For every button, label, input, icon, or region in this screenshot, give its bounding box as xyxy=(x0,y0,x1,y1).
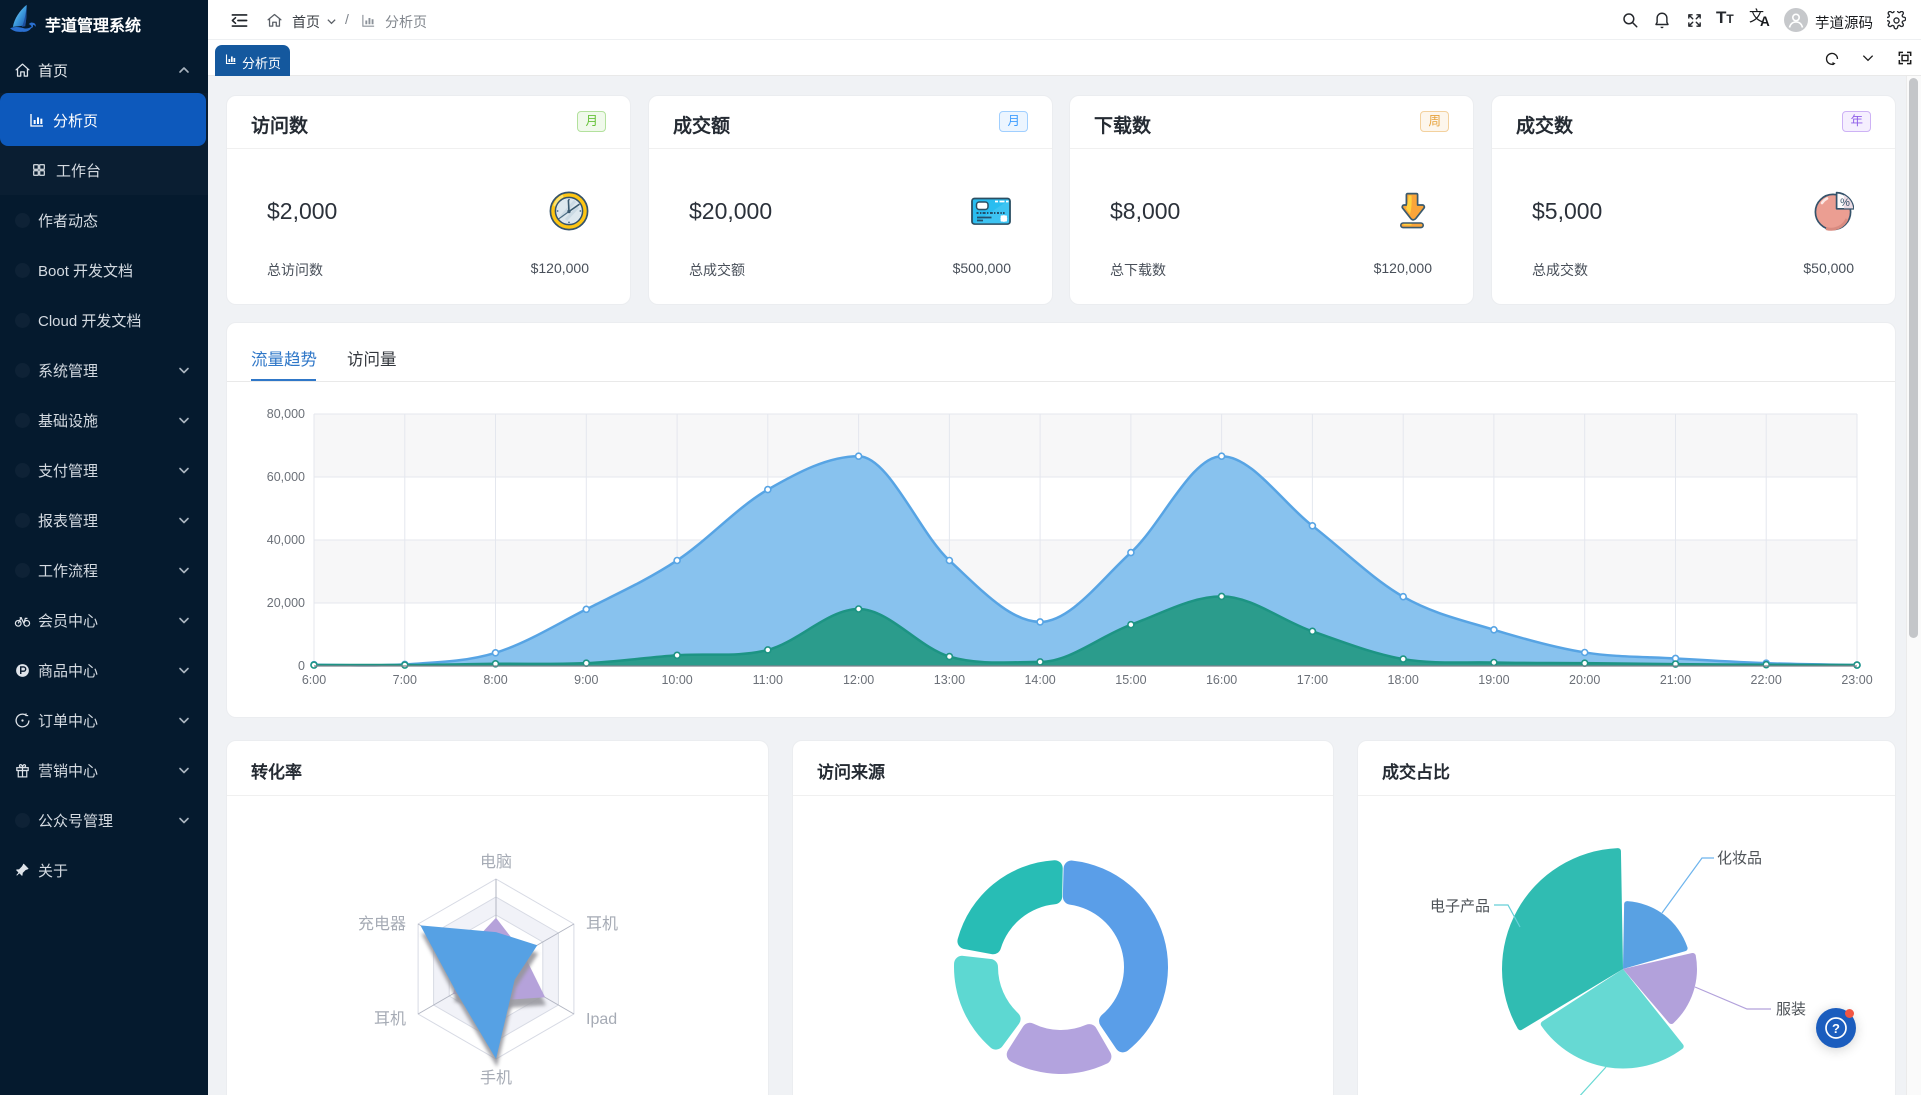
svg-text:7:00: 7:00 xyxy=(393,673,417,687)
svg-text:40,000: 40,000 xyxy=(267,533,305,547)
svg-text:20,000: 20,000 xyxy=(267,596,305,610)
svg-text:20:00: 20:00 xyxy=(1569,673,1600,687)
svg-text:?: ? xyxy=(1832,1021,1840,1036)
svg-text:13:00: 13:00 xyxy=(934,673,965,687)
svg-text:80,000: 80,000 xyxy=(267,407,305,421)
svg-text:19:00: 19:00 xyxy=(1478,673,1509,687)
svg-text:17:00: 17:00 xyxy=(1297,673,1328,687)
svg-text:服装: 服装 xyxy=(1776,1001,1806,1018)
svg-text:9:00: 9:00 xyxy=(574,673,598,687)
svg-text:15:00: 15:00 xyxy=(1115,673,1146,687)
svg-text:耳机: 耳机 xyxy=(374,1010,406,1028)
svg-text:14:00: 14:00 xyxy=(1024,673,1055,687)
svg-text:电子产品: 电子产品 xyxy=(1430,898,1490,915)
svg-text:60,000: 60,000 xyxy=(267,470,305,484)
svg-text:22:00: 22:00 xyxy=(1751,673,1782,687)
svg-text:12:00: 12:00 xyxy=(843,673,874,687)
svg-text:11:00: 11:00 xyxy=(753,673,783,687)
svg-text:电脑: 电脑 xyxy=(480,853,512,871)
svg-text:6:00: 6:00 xyxy=(302,673,326,687)
svg-text:18:00: 18:00 xyxy=(1388,673,1419,687)
svg-text:%: % xyxy=(1840,197,1850,209)
svg-text:21:00: 21:00 xyxy=(1660,673,1691,687)
svg-text:23:00: 23:00 xyxy=(1841,673,1872,687)
svg-text:手机: 手机 xyxy=(480,1069,512,1087)
svg-text:充电器: 充电器 xyxy=(358,915,406,933)
svg-text:16:00: 16:00 xyxy=(1206,673,1237,687)
svg-text:耳机: 耳机 xyxy=(586,915,618,933)
svg-text:0: 0 xyxy=(298,659,305,673)
svg-text:8:00: 8:00 xyxy=(483,673,507,687)
svg-text:10:00: 10:00 xyxy=(661,673,692,687)
svg-text:化妆品: 化妆品 xyxy=(1717,850,1762,867)
svg-text:Ipad: Ipad xyxy=(586,1011,617,1028)
